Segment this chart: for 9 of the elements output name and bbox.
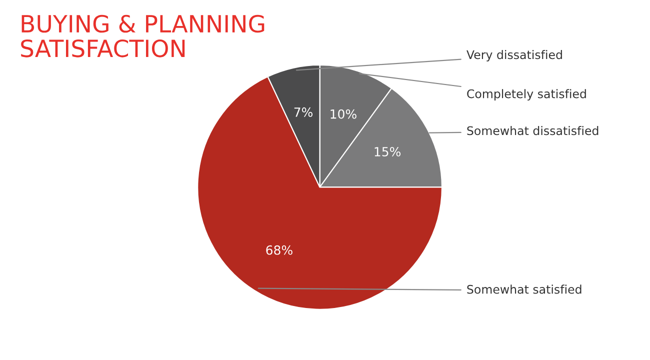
slice-label: Somewhat satisfied <box>467 284 582 294</box>
chart-title: BUYING & PLANNING SATISFACTION <box>21 14 264 58</box>
slice-label: Very dissatisfied <box>466 50 562 62</box>
slice-label: Somewhat dissatisfied <box>467 126 598 136</box>
data-label: 7% <box>294 107 312 117</box>
data-label: 15% <box>374 146 401 156</box>
data-label: 10% <box>330 109 356 119</box>
slice-label: Completely satisfied <box>467 89 586 101</box>
data-label: 68% <box>266 245 292 255</box>
